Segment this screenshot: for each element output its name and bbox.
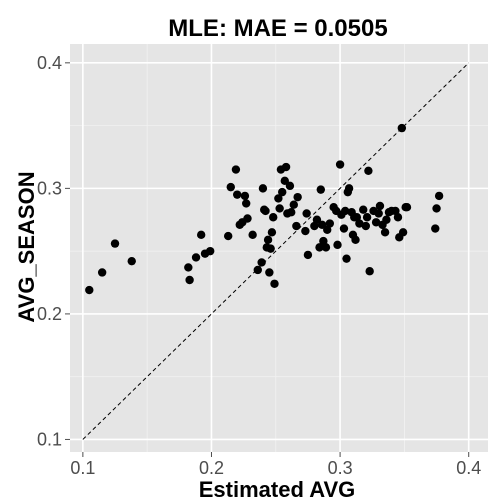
data-point	[240, 191, 250, 201]
data-point	[402, 203, 412, 212]
data-point	[266, 244, 275, 253]
data-point	[242, 199, 251, 208]
data-point	[258, 184, 268, 193]
data-point	[434, 191, 444, 201]
data-point	[382, 215, 391, 224]
x-axis-ticks: 0.1 0.2 0.3 0.4	[70, 452, 481, 478]
data-point	[231, 165, 241, 174]
minor-gridlines	[70, 44, 488, 452]
data-point	[205, 246, 215, 256]
data-point	[365, 267, 374, 276]
data-point	[287, 208, 296, 217]
data-point	[342, 254, 351, 263]
x-tick-label: 0.4	[456, 458, 481, 478]
data-point	[184, 263, 193, 272]
data-point	[285, 181, 295, 191]
data-point	[223, 231, 233, 241]
data-point	[270, 279, 279, 288]
y-tick-label: 0.4	[37, 53, 62, 73]
data-point	[432, 204, 441, 213]
data-point	[391, 206, 400, 216]
data-point	[275, 204, 284, 213]
data-point	[374, 209, 383, 218]
data-point	[352, 213, 362, 222]
y-tick-label: 0.1	[37, 429, 62, 449]
data-point	[196, 230, 206, 240]
data-point	[321, 243, 331, 252]
data-point	[302, 209, 311, 218]
data-point	[292, 221, 301, 231]
y-tick-label: 0.3	[37, 178, 62, 198]
data-point	[191, 253, 201, 262]
y-tick-label: 0.2	[37, 304, 62, 324]
data-point	[265, 268, 274, 277]
data-point	[248, 230, 257, 240]
data-point	[361, 221, 371, 231]
data-point	[398, 228, 408, 237]
data-point	[335, 160, 345, 169]
data-point	[253, 265, 262, 275]
data-point	[317, 220, 327, 229]
data-point	[312, 215, 322, 224]
data-point	[185, 275, 194, 285]
data-point	[293, 192, 302, 202]
data-point	[269, 213, 278, 222]
data-point	[333, 240, 342, 250]
y-axis-label: AVG_SEASON	[14, 171, 39, 322]
data-point	[315, 243, 324, 252]
data-point	[233, 190, 242, 199]
data-point	[127, 256, 136, 266]
data-point	[431, 224, 440, 233]
data-point	[393, 213, 403, 222]
x-axis-label: Estimated AVG	[199, 477, 355, 502]
data-point	[263, 235, 273, 245]
data-point	[267, 228, 277, 237]
data-point	[319, 236, 328, 246]
data-point	[274, 194, 283, 203]
data-point	[301, 226, 310, 236]
data-point	[289, 200, 298, 209]
data-point	[397, 123, 407, 133]
major-gridlines	[70, 44, 488, 452]
data-point	[380, 228, 390, 237]
data-point	[85, 285, 94, 295]
data-point	[281, 162, 291, 172]
data-point	[341, 206, 350, 216]
data-point	[344, 184, 354, 193]
data-point	[362, 213, 372, 222]
data-point	[278, 187, 287, 197]
data-point	[261, 206, 270, 216]
chart-title: MLE: MAE = 0.0505	[168, 15, 387, 42]
data-points	[85, 123, 444, 295]
data-point	[97, 268, 107, 277]
y-axis-ticks: 0.1 0.2 0.3 0.4	[37, 53, 70, 449]
x-tick-label: 0.3	[328, 458, 353, 478]
data-point	[351, 235, 360, 245]
data-point	[110, 239, 120, 248]
data-point	[303, 250, 313, 260]
data-point	[364, 166, 373, 175]
data-point	[325, 219, 335, 228]
data-point	[257, 258, 266, 267]
data-point	[226, 182, 235, 192]
data-point	[375, 201, 385, 211]
data-point	[323, 225, 332, 234]
data-point	[371, 218, 381, 227]
data-point	[243, 214, 252, 223]
data-point	[355, 219, 364, 228]
x-tick-label: 0.1	[70, 458, 95, 478]
data-point	[339, 224, 349, 233]
data-point	[310, 221, 319, 231]
data-point	[280, 176, 289, 186]
data-point	[316, 185, 325, 194]
data-point	[359, 205, 368, 214]
x-tick-label: 0.2	[199, 458, 224, 478]
